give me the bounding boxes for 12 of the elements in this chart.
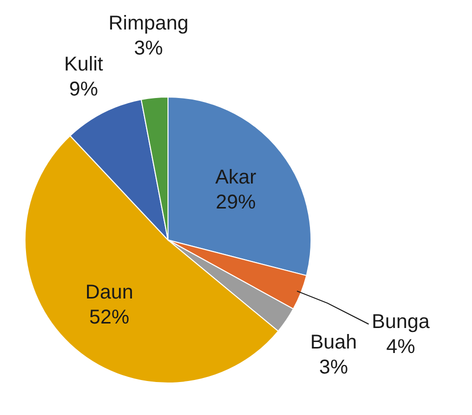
data-label: 52% — [89, 306, 130, 329]
data-label: 3% — [319, 356, 348, 379]
slice-label: Akar — [215, 166, 257, 188]
slice-label: Daun — [85, 282, 134, 304]
slice-label: Kulit — [64, 53, 104, 76]
data-label: 29% — [216, 191, 256, 214]
slice-label: Rimpang — [108, 12, 189, 35]
data-label: 9% — [69, 78, 98, 100]
slice-label: Buah — [310, 332, 357, 354]
data-label: 3% — [134, 38, 164, 60]
slice-label: Bunga — [372, 311, 430, 334]
data-label: 4% — [386, 336, 416, 358]
